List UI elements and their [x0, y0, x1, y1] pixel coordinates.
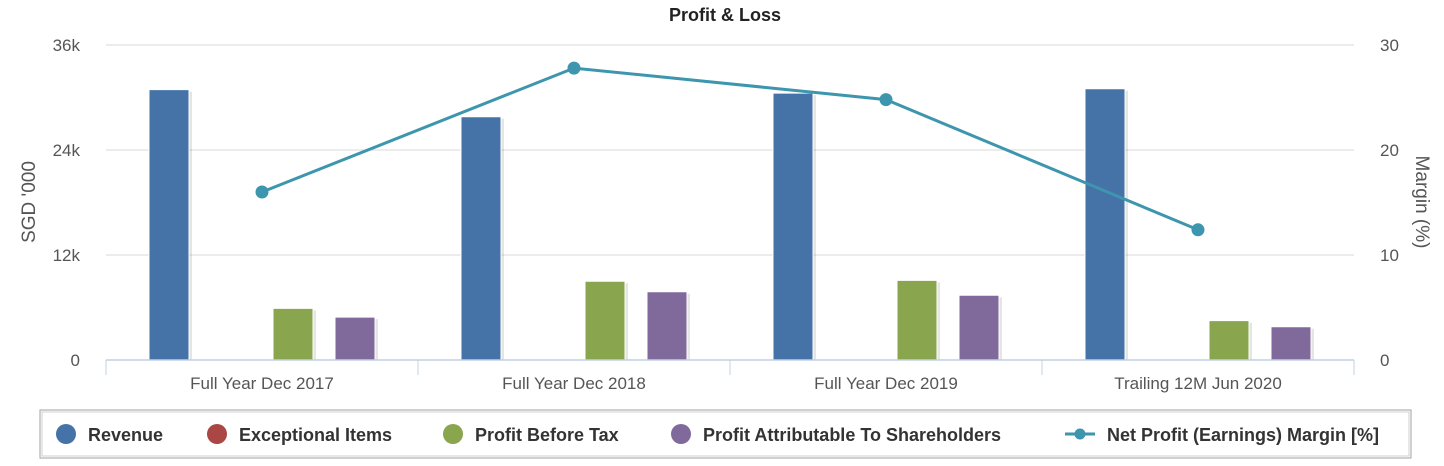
left-tick-label: 12k: [53, 246, 81, 265]
right-tick-label: 30: [1380, 36, 1399, 55]
bar-profit-attributable-to-shareholders: [958, 294, 1000, 361]
bar-revenue: [460, 116, 502, 361]
chart-title: Profit & Loss: [669, 5, 781, 25]
legend-border: [39, 409, 1412, 459]
margin-point: [567, 61, 581, 75]
axes: 0 12k 24k 36k 0 10 20 30 Full Year Dec 2017 Full …: [53, 36, 1399, 393]
legend-symbol-circle: [671, 424, 691, 444]
margin-line: [261, 66, 1199, 232]
grid-lines: [106, 44, 1354, 256]
bar-revenue: [148, 89, 190, 361]
legend-symbol-marker: [1074, 428, 1086, 440]
legend-label: Profit Before Tax: [475, 425, 619, 445]
legend-symbol-circle: [207, 424, 227, 444]
legend: Revenue Exceptional Items Profit Before Ta…: [39, 409, 1412, 459]
category-label: Full Year Dec 2019: [814, 374, 958, 393]
bar-profit-attributable-to-shareholders: [334, 316, 376, 361]
bar-profit-before-tax: [1208, 320, 1250, 361]
left-tick-label: 24k: [53, 141, 81, 160]
bar-revenue: [1084, 88, 1126, 361]
bar-profit-before-tax: [896, 279, 938, 361]
line-series-group: [255, 61, 1205, 237]
legend-label: Exceptional Items: [239, 425, 392, 445]
legend-label: Profit Attributable To Shareholders: [703, 425, 1001, 445]
margin-point: [879, 93, 893, 107]
margin-point: [255, 185, 269, 199]
left-tick-label: 36k: [53, 36, 81, 55]
left-axis-title: SGD '000: [19, 161, 40, 243]
right-tick-label: 20: [1380, 141, 1399, 160]
right-axis-title: Margin (%): [1411, 156, 1432, 249]
right-tick-label: 0: [1380, 351, 1389, 370]
legend-label: Revenue: [88, 425, 163, 445]
bar-revenue: [772, 92, 814, 361]
category-label: Full Year Dec 2018: [502, 374, 646, 393]
bar-profit-before-tax: [272, 307, 314, 361]
legend-inner-border: [41, 411, 1410, 457]
bar-profit-before-tax: [584, 280, 626, 361]
legend-label: Net Profit (Earnings) Margin [%]: [1107, 425, 1379, 445]
legend-symbol-circle: [443, 424, 463, 444]
margin-point: [1191, 223, 1205, 237]
bar-profit-attributable-to-shareholders: [646, 291, 688, 361]
category-label: Full Year Dec 2017: [190, 374, 334, 393]
bar-series-group: [148, 88, 1314, 361]
left-tick-label: 0: [71, 351, 80, 370]
right-tick-label: 10: [1380, 246, 1399, 265]
category-label: Trailing 12M Jun 2020: [1114, 374, 1282, 393]
legend-symbol-circle: [56, 424, 76, 444]
bar-profit-attributable-to-shareholders: [1270, 326, 1312, 361]
